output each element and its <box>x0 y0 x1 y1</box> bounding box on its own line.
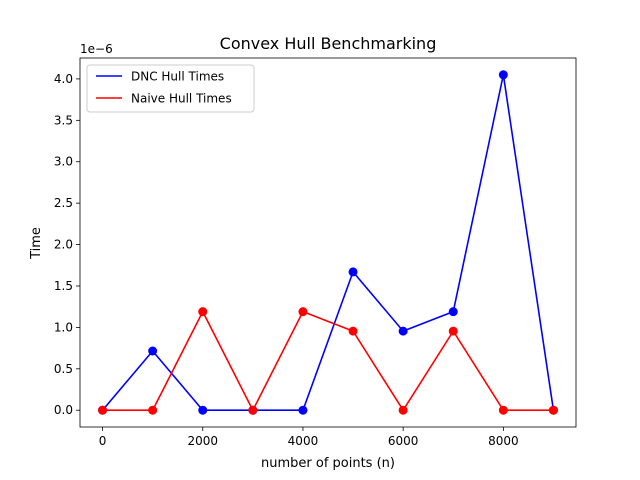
y-offset-label: 1e−6 <box>80 42 113 56</box>
series-2-point <box>348 326 358 336</box>
y-tick-label: 0.5 <box>54 362 73 376</box>
x-tick-label: 6000 <box>388 434 419 448</box>
series-2-point <box>148 405 158 415</box>
axes-frame <box>79 57 577 428</box>
legend-label: Naive Hull Times <box>131 92 232 106</box>
y-tick-label: 1.5 <box>54 279 73 293</box>
series-2-point <box>298 307 308 317</box>
y-tick-label: 3.0 <box>54 155 73 169</box>
legend: DNC Hull Times Naive Hull Times <box>86 64 255 113</box>
x-tick-label: 4000 <box>288 434 319 448</box>
series-2-point <box>198 307 208 317</box>
series-line-2 <box>102 310 554 412</box>
series-1-point <box>498 70 508 80</box>
series-1-point <box>448 307 458 317</box>
axes-background <box>80 58 576 427</box>
x-tick-label: 0 <box>99 434 107 448</box>
series-1-point <box>398 326 408 336</box>
series-2-point <box>498 405 508 415</box>
series-2-point <box>548 405 558 415</box>
series-1-point <box>148 346 158 356</box>
y-tick-label: 2.5 <box>54 196 73 210</box>
legend-label: DNC Hull Times <box>131 70 224 84</box>
x-axis-label: number of points (n) <box>261 456 395 471</box>
series-line-1 <box>101 73 555 412</box>
y-tick-label: 4.0 <box>54 72 73 86</box>
plot-area: 0 2000 4000 6000 8000 0.0 0.5 1.0 1.5 2.0 2.5 3.0 3.… <box>54 57 577 448</box>
y-tick-label: 0.0 <box>54 403 73 417</box>
legend-box <box>86 64 255 113</box>
chart-title: Convex Hull Benchmarking <box>220 34 437 53</box>
y-tick-label: 1.0 <box>54 320 73 334</box>
series-1-point <box>298 405 308 415</box>
series-2-point <box>398 405 408 415</box>
series-1-point <box>348 267 358 277</box>
y-axis-label: Time <box>29 227 44 260</box>
x-tick-label: 8000 <box>488 434 519 448</box>
y-tick-label: 2.0 <box>54 238 73 252</box>
series-2-point <box>448 326 458 336</box>
series-1-point <box>198 405 208 415</box>
series-2-point <box>98 405 108 415</box>
y-tick-label: 3.5 <box>54 113 73 127</box>
x-tick-label: 2000 <box>187 434 218 448</box>
series-2-point <box>248 405 258 415</box>
